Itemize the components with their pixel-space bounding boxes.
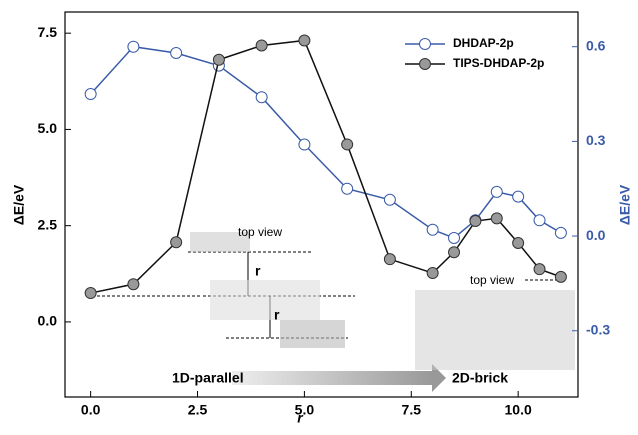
y-tick-label: 0.0 <box>38 313 58 329</box>
point <box>256 40 267 51</box>
y-tick-label: 7.5 <box>38 24 58 40</box>
layout <box>92 232 575 392</box>
point <box>491 186 502 197</box>
point <box>534 215 545 226</box>
point <box>449 247 460 258</box>
point <box>384 254 395 265</box>
point <box>513 238 524 249</box>
legend-label: TIPS-DHDAP-2p <box>453 56 544 70</box>
point <box>491 213 502 224</box>
point <box>555 227 566 238</box>
y2-tick-label: 0.0 <box>586 227 606 243</box>
annotation: top view <box>238 225 282 239</box>
x-tick-label: 2.5 <box>188 402 208 418</box>
point <box>85 89 96 100</box>
y2-tick-label: -0.3 <box>586 321 610 337</box>
point <box>171 48 182 59</box>
y-tick-label: 2.5 <box>38 216 58 232</box>
series-line <box>91 47 561 238</box>
point <box>427 224 438 235</box>
y-tick-label: 5.0 <box>38 120 58 136</box>
point <box>449 232 460 243</box>
point <box>213 54 224 65</box>
y-axis-label: ΔE/eV <box>11 184 27 225</box>
y2-tick-label: 0.6 <box>586 37 606 53</box>
annotation: r <box>274 307 280 323</box>
legend-marker <box>420 39 431 50</box>
point <box>384 194 395 205</box>
annotation: 2D-brick <box>452 370 508 386</box>
point <box>342 139 353 150</box>
annotation: 1D-parallel <box>172 370 244 386</box>
point <box>256 92 267 103</box>
point <box>555 271 566 282</box>
y2-tick-label: 0.3 <box>586 132 606 148</box>
chart: r ΔE/eV ΔE/eV top view r r top view 1D-p… <box>0 0 638 435</box>
point <box>171 237 182 248</box>
legend-marker <box>420 59 431 70</box>
point <box>128 279 139 290</box>
legend-label: DHDAP-2p <box>453 36 514 50</box>
annotation: r <box>255 263 261 279</box>
point <box>534 264 545 275</box>
y2-axis-label: ΔE/eV <box>617 184 633 225</box>
point <box>513 191 524 202</box>
point <box>427 268 438 279</box>
point <box>342 183 353 194</box>
point <box>85 288 96 299</box>
annotation: top view <box>470 273 514 287</box>
x-tick-label: 5.0 <box>295 402 315 418</box>
x-tick-label: 0.0 <box>81 402 101 418</box>
point <box>470 216 481 227</box>
point <box>299 35 310 46</box>
point <box>299 139 310 150</box>
x-tick-label: 7.5 <box>402 402 422 418</box>
point <box>128 41 139 52</box>
x-tick-label: 10.0 <box>505 402 532 418</box>
